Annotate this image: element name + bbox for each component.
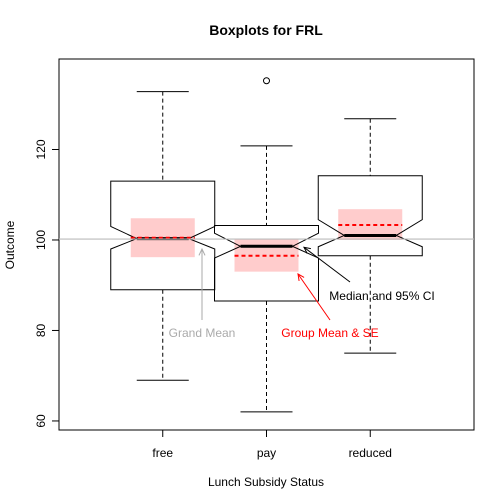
median-ci-label: Median and 95% CI <box>329 289 434 303</box>
y-axis-label: Outcome <box>3 220 17 269</box>
box-pay <box>214 224 319 302</box>
group-mean-label: Group Mean & SE <box>281 326 378 340</box>
outlier-pay <box>263 77 270 85</box>
x-tick-label: free <box>152 446 173 460</box>
group-mean-arrow <box>297 273 331 321</box>
y-tick-label: 100 <box>34 230 48 250</box>
median-ci-arrow-head <box>303 246 311 254</box>
grand-mean-arrow-head <box>198 247 206 256</box>
chart-title: Boxplots for FRL <box>209 22 323 38</box>
y-tick-label: 80 <box>34 323 48 337</box>
y-tick-label: 60 <box>34 414 48 428</box>
box-reduced <box>317 175 423 257</box>
plot-area: 60 80 100 120 free pay reduced Grand Mean Median… <box>34 58 475 460</box>
x-axis-label: Lunch Subsidy Status <box>208 475 324 489</box>
y-tick-label: 120 <box>34 139 48 159</box>
grand-mean-label: Grand Mean <box>169 326 236 340</box>
median-ci-arrow <box>303 246 351 283</box>
group-mean-arrow-head <box>297 273 305 281</box>
x-tick-label: pay <box>257 446 276 460</box>
x-tick-label: reduced <box>349 446 392 460</box>
